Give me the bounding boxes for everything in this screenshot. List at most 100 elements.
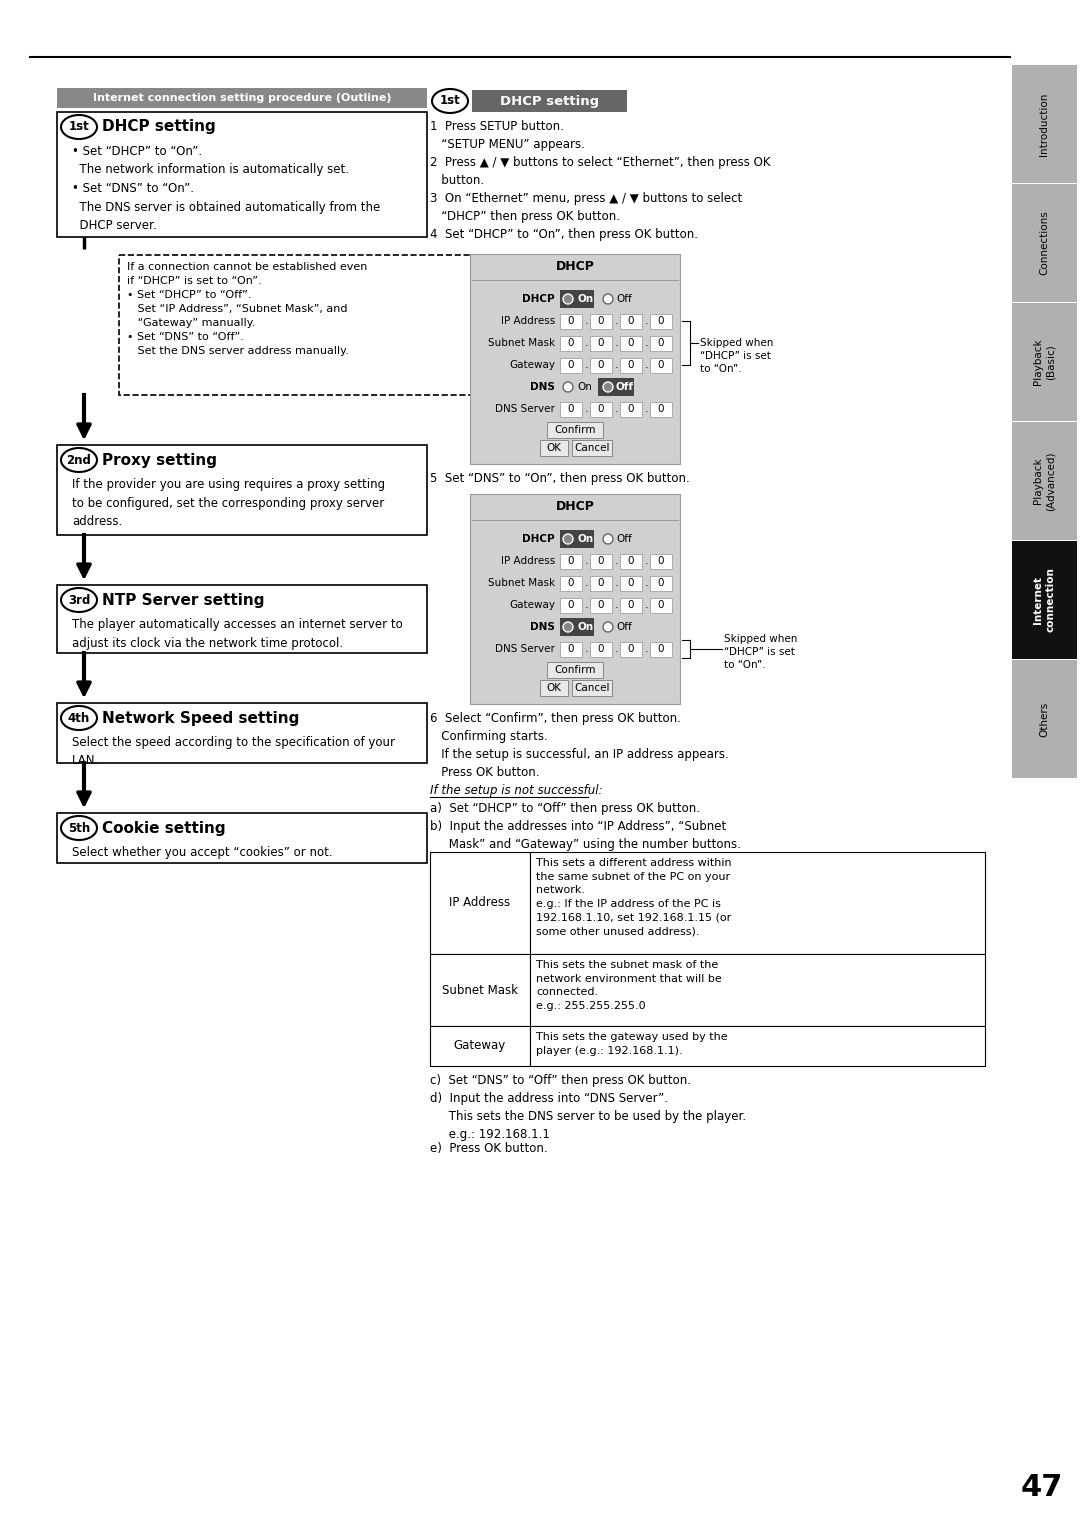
- Text: .: .: [645, 600, 649, 609]
- Text: 2nd: 2nd: [67, 454, 92, 467]
- Text: Off: Off: [616, 382, 634, 392]
- Text: Subnet Mask: Subnet Mask: [488, 579, 555, 588]
- Text: This sets the gateway used by the
player (e.g.: 192.168.1.1).: This sets the gateway used by the player…: [536, 1032, 728, 1055]
- Text: DNS Server: DNS Server: [495, 644, 555, 654]
- Bar: [561, 290, 594, 308]
- Circle shape: [603, 295, 613, 304]
- Text: 5  Set “DNS” to “On”, then press OK button.: 5 Set “DNS” to “On”, then press OK butto…: [430, 472, 690, 486]
- Text: Gateway: Gateway: [454, 1040, 507, 1052]
- Text: Others: Others: [1039, 701, 1050, 736]
- Text: 0: 0: [597, 579, 604, 588]
- Text: 0: 0: [627, 556, 634, 567]
- Bar: [430, 1026, 530, 1066]
- Bar: [546, 663, 603, 678]
- Bar: [561, 641, 582, 657]
- Text: .: .: [615, 360, 619, 370]
- Text: On: On: [577, 382, 592, 392]
- Text: Proxy setting: Proxy setting: [102, 452, 217, 467]
- Bar: [590, 553, 612, 568]
- Text: .: .: [615, 316, 619, 325]
- Circle shape: [563, 621, 573, 632]
- Text: 6  Select “Confirm”, then press OK button.
   Confirming starts.
   If the setup: 6 Select “Confirm”, then press OK button…: [430, 712, 729, 779]
- Text: 0: 0: [658, 360, 664, 370]
- Text: Internet connection setting procedure (Outline): Internet connection setting procedure (O…: [93, 93, 391, 102]
- Text: This sets a different address within
the same subnet of the PC on your
network.
: This sets a different address within the…: [536, 858, 731, 936]
- Bar: [590, 576, 612, 591]
- Text: e)  Press OK button.: e) Press OK button.: [430, 1142, 548, 1154]
- Text: Select whether you accept “cookies” or not.: Select whether you accept “cookies” or n…: [72, 846, 333, 860]
- Bar: [650, 402, 672, 417]
- Bar: [470, 253, 680, 464]
- Text: 5th: 5th: [68, 822, 90, 834]
- Bar: [650, 336, 672, 351]
- Text: DHCP: DHCP: [523, 534, 555, 544]
- Bar: [650, 553, 672, 568]
- Text: 0: 0: [627, 405, 634, 414]
- Text: 1  Press SETUP button.
   “SETUP MENU” appears.: 1 Press SETUP button. “SETUP MENU” appea…: [430, 121, 585, 151]
- Ellipse shape: [60, 815, 97, 840]
- Text: .: .: [645, 644, 649, 654]
- Bar: [57, 89, 427, 108]
- Bar: [650, 357, 672, 373]
- Bar: [620, 336, 642, 351]
- Text: .: .: [615, 337, 619, 348]
- Bar: [572, 680, 612, 696]
- Bar: [57, 111, 427, 237]
- Bar: [590, 597, 612, 612]
- Bar: [540, 680, 568, 696]
- Bar: [561, 357, 582, 373]
- Text: .: .: [585, 644, 589, 654]
- Text: 0: 0: [568, 600, 575, 609]
- Bar: [1012, 66, 1077, 183]
- Text: 0: 0: [627, 360, 634, 370]
- Text: If the setup is not successful:: If the setup is not successful:: [430, 783, 603, 797]
- Text: DNS: DNS: [530, 621, 555, 632]
- Text: .: .: [645, 556, 649, 567]
- Text: Confirm: Confirm: [554, 664, 596, 675]
- Text: .: .: [585, 600, 589, 609]
- Text: DNS: DNS: [530, 382, 555, 392]
- Text: 0: 0: [627, 600, 634, 609]
- Bar: [561, 553, 582, 568]
- Text: 4  Set “DHCP” to “On”, then press OK button.: 4 Set “DHCP” to “On”, then press OK butt…: [430, 228, 698, 241]
- Bar: [561, 618, 594, 637]
- Bar: [620, 576, 642, 591]
- Text: Cancel: Cancel: [575, 443, 610, 454]
- Ellipse shape: [60, 705, 97, 730]
- Text: .: .: [615, 556, 619, 567]
- Text: IP Address: IP Address: [501, 556, 555, 567]
- Bar: [472, 90, 627, 111]
- Text: 0: 0: [658, 337, 664, 348]
- Text: 1st: 1st: [440, 95, 460, 107]
- Text: 0: 0: [658, 600, 664, 609]
- Bar: [57, 812, 427, 863]
- Text: On: On: [577, 295, 593, 304]
- Text: Network Speed setting: Network Speed setting: [102, 710, 299, 725]
- Bar: [620, 313, 642, 328]
- Circle shape: [603, 534, 613, 544]
- Bar: [57, 444, 427, 534]
- Bar: [561, 313, 582, 328]
- Text: 0: 0: [568, 337, 575, 348]
- Text: Subnet Mask: Subnet Mask: [488, 337, 555, 348]
- Text: Off: Off: [616, 534, 632, 544]
- Text: .: .: [585, 316, 589, 325]
- Bar: [530, 852, 985, 954]
- Text: 0: 0: [568, 556, 575, 567]
- Bar: [540, 440, 568, 457]
- Text: 0: 0: [597, 600, 604, 609]
- Bar: [530, 1026, 985, 1066]
- Text: DHCP setting: DHCP setting: [102, 119, 216, 134]
- Bar: [590, 357, 612, 373]
- Text: 0: 0: [597, 316, 604, 325]
- Text: 0: 0: [597, 337, 604, 348]
- Text: 0: 0: [568, 316, 575, 325]
- Bar: [620, 641, 642, 657]
- Text: 4th: 4th: [68, 712, 90, 724]
- Text: Off: Off: [616, 621, 632, 632]
- Bar: [561, 597, 582, 612]
- Text: a)  Set “DHCP” to “Off” then press OK button.: a) Set “DHCP” to “Off” then press OK but…: [430, 802, 700, 815]
- Bar: [590, 641, 612, 657]
- Text: Introduction: Introduction: [1039, 92, 1050, 156]
- Text: .: .: [645, 405, 649, 414]
